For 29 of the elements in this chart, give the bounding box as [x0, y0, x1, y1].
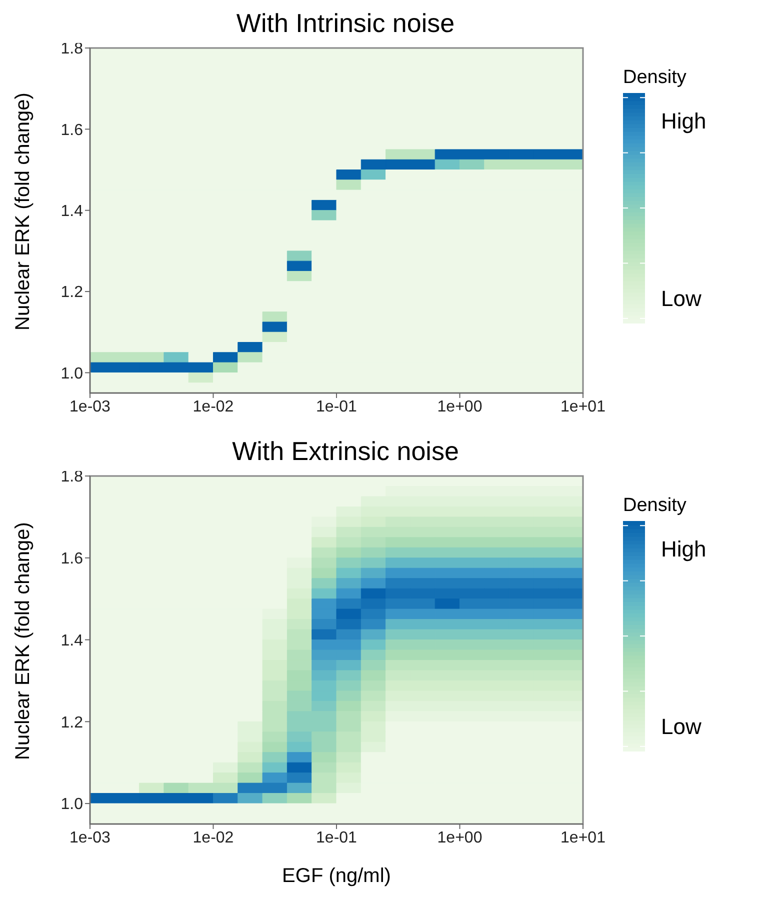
y-tick-label: 1.4: [60, 632, 84, 650]
color-bar-title: Density: [623, 495, 687, 516]
x-tick-label: 1e-01: [316, 398, 358, 416]
x-tick-label: 1e-01: [316, 829, 358, 846]
x-axis-title: EGF (ng/ml): [282, 865, 391, 887]
color-bar-title: Density: [623, 67, 687, 88]
y-axis-title: Nuclear ERK (fold change): [12, 522, 34, 760]
y-tick-label: 1.0: [60, 796, 84, 814]
x-tick-label: 1e+00: [437, 398, 482, 416]
y-tick-label: 1.4: [60, 203, 84, 220]
y-axis-title: Nuclear ERK (fold change): [12, 92, 34, 330]
color-bar-label: Low: [661, 714, 702, 739]
x-tick-label: 1e-02: [192, 398, 234, 416]
x-tick-label: 1e-02: [192, 829, 234, 846]
color-bar-label: High: [661, 108, 706, 134]
x-tick-label: 1e+00: [437, 829, 482, 846]
y-tick-label: 1.2: [60, 714, 84, 732]
y-tick-label: 1.2: [60, 284, 84, 302]
y-tick-label: 1.6: [60, 122, 84, 139]
chart-title: With Extrinsic noise: [231, 436, 460, 467]
x-tick-label: 1e+01: [560, 829, 606, 846]
x-tick-label: 1e-03: [70, 829, 111, 846]
x-tick-label: 1e+01: [560, 398, 606, 416]
chart-title: With Intrinsic noise: [235, 8, 456, 39]
y-tick-label: 1.0: [60, 365, 84, 382]
x-tick-label: 1e-03: [70, 398, 111, 416]
color-bar-label: High: [661, 536, 706, 562]
color-bar-label: Low: [661, 286, 702, 311]
y-tick-label: 1.6: [60, 550, 84, 568]
